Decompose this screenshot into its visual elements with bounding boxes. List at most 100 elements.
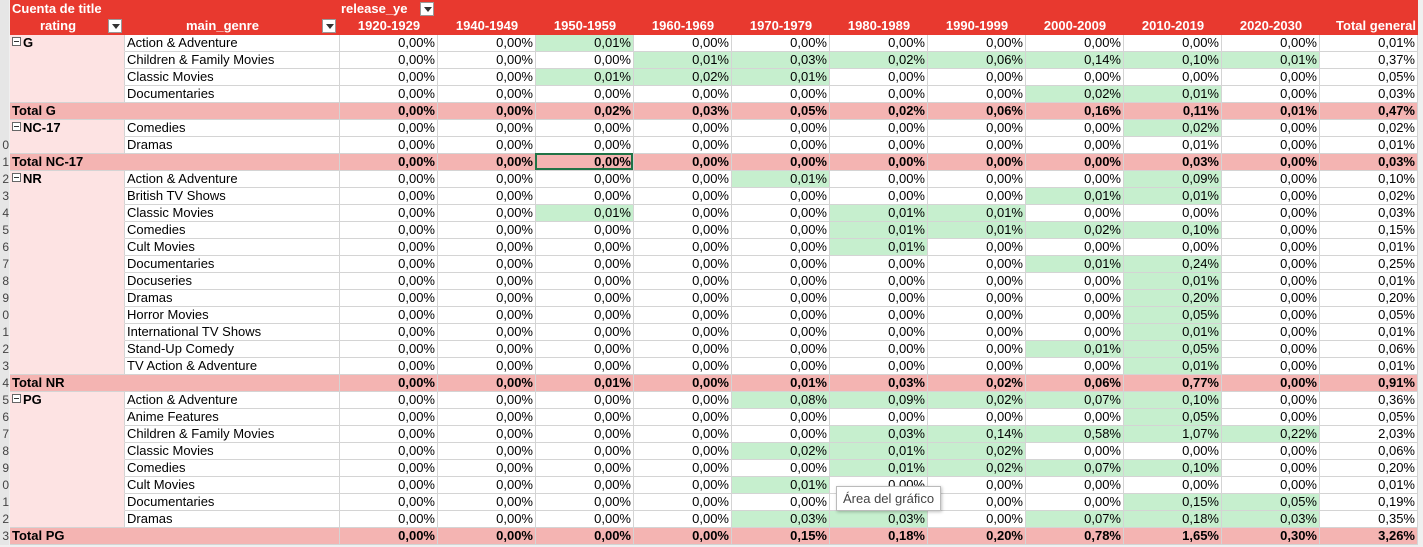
value-cell: 0,00% (830, 171, 928, 188)
total-cell: 0,02% (830, 103, 928, 120)
value-cell: 0,20% (1124, 290, 1222, 307)
row-number (0, 69, 9, 86)
total-cell: 0,02% (536, 103, 634, 120)
rating-cell (10, 52, 125, 69)
value-cell: 0,00% (1026, 409, 1124, 426)
rating-label: NR (23, 171, 42, 186)
total-cell: 0,03% (634, 103, 732, 120)
value-cell: 0,00% (1222, 358, 1320, 375)
filter-button[interactable] (108, 19, 122, 33)
value-cell: 0,08% (732, 392, 830, 409)
value-cell: 0,18% (1124, 511, 1222, 528)
row-number: 3 (0, 188, 9, 205)
filter-button[interactable] (420, 2, 434, 16)
value-cell: 0,00% (536, 358, 634, 375)
rating-cell (10, 460, 125, 477)
value-cell: 0,00% (732, 205, 830, 222)
row-number: 7 (0, 256, 9, 273)
value-cell: 0,01% (1222, 52, 1320, 69)
total-cell: 0,06% (1026, 375, 1124, 392)
value-cell: 0,00% (340, 443, 438, 460)
collapse-button[interactable] (12, 173, 21, 182)
value-cell: 0,00% (1222, 307, 1320, 324)
value-cell: 0,00% (438, 171, 536, 188)
rating-cell (10, 511, 125, 528)
value-cell: 0,03% (830, 426, 928, 443)
value-cell: 0,00% (536, 324, 634, 341)
total-cell: 0,00% (340, 154, 438, 171)
value-cell: 0,00% (634, 392, 732, 409)
value-cell: 0,00% (634, 35, 732, 52)
column-header: 1970-1979 (749, 18, 813, 33)
value-cell: 0,00% (928, 120, 1026, 137)
value-cell: 0,00% (928, 188, 1026, 205)
rating-cell (10, 443, 125, 460)
value-cell: 0,25% (1320, 256, 1418, 273)
row-number: 0 (0, 137, 9, 154)
row-number (0, 0, 9, 35)
column-header: Total general (1336, 18, 1416, 33)
total-cell: 0,00% (340, 375, 438, 392)
value-cell: 0,00% (732, 273, 830, 290)
collapse-button[interactable] (12, 37, 21, 46)
value-cell: 0,00% (634, 86, 732, 103)
value-cell: 0,37% (1320, 52, 1418, 69)
rating-cell (10, 477, 125, 494)
value-cell: 0,02% (928, 392, 1026, 409)
value-cell: 0,02% (928, 443, 1026, 460)
value-cell: 0,00% (634, 205, 732, 222)
value-cell: 0,01% (1320, 358, 1418, 375)
value-cell: 0,01% (830, 443, 928, 460)
value-cell: 0,00% (928, 477, 1026, 494)
value-cell: 0,00% (438, 35, 536, 52)
value-cell: 0,00% (732, 239, 830, 256)
row-number (0, 103, 9, 120)
value-cell: 0,00% (1026, 35, 1124, 52)
value-cell: 0,00% (1026, 205, 1124, 222)
value-cell: 0,00% (438, 86, 536, 103)
value-cell: 0,05% (1124, 341, 1222, 358)
value-cell: 0,01% (830, 222, 928, 239)
value-cell: 0,00% (634, 494, 732, 511)
value-cell: 0,00% (634, 443, 732, 460)
value-cell: 0,00% (340, 52, 438, 69)
value-cell: 0,01% (830, 205, 928, 222)
total-cell: 0,15% (732, 528, 830, 545)
value-cell: 0,00% (340, 188, 438, 205)
total-cell: 0,01% (1222, 103, 1320, 120)
column-header: 1960-1969 (651, 18, 715, 33)
total-cell: 0,03% (1320, 154, 1418, 171)
value-cell: 0,00% (536, 494, 634, 511)
value-cell: 0,00% (1124, 443, 1222, 460)
value-cell: 0,00% (928, 307, 1026, 324)
value-cell: 0,01% (1320, 477, 1418, 494)
value-cell: 0,00% (1124, 239, 1222, 256)
value-cell: 0,01% (1124, 137, 1222, 154)
value-cell: 0,00% (928, 35, 1026, 52)
value-cell: 0,05% (1320, 69, 1418, 86)
filter-button[interactable] (322, 19, 336, 33)
value-cell: 0,00% (1222, 460, 1320, 477)
value-cell: 0,00% (536, 443, 634, 460)
value-cell: 0,10% (1124, 52, 1222, 69)
active-cell[interactable] (535, 153, 633, 170)
value-cell: 0,02% (1026, 222, 1124, 239)
value-cell: 0,00% (928, 69, 1026, 86)
collapse-button[interactable] (12, 122, 21, 131)
value-cell: 0,00% (732, 256, 830, 273)
value-cell: 0,00% (536, 171, 634, 188)
value-cell: 0,00% (634, 290, 732, 307)
genre-cell: Cult Movies (125, 239, 340, 256)
value-cell: 0,36% (1320, 392, 1418, 409)
value-cell: 0,00% (732, 324, 830, 341)
tooltip: Área del gráfico (836, 486, 942, 511)
genre-cell: Docuseries (125, 273, 340, 290)
rating-cell (10, 205, 125, 222)
value-cell: 0,01% (1124, 324, 1222, 341)
collapse-button[interactable] (12, 394, 21, 403)
rating-cell (10, 222, 125, 239)
total-cell: 0,00% (634, 375, 732, 392)
value-cell: 0,19% (1320, 494, 1418, 511)
value-cell: 0,00% (536, 188, 634, 205)
value-cell: 0,00% (438, 426, 536, 443)
